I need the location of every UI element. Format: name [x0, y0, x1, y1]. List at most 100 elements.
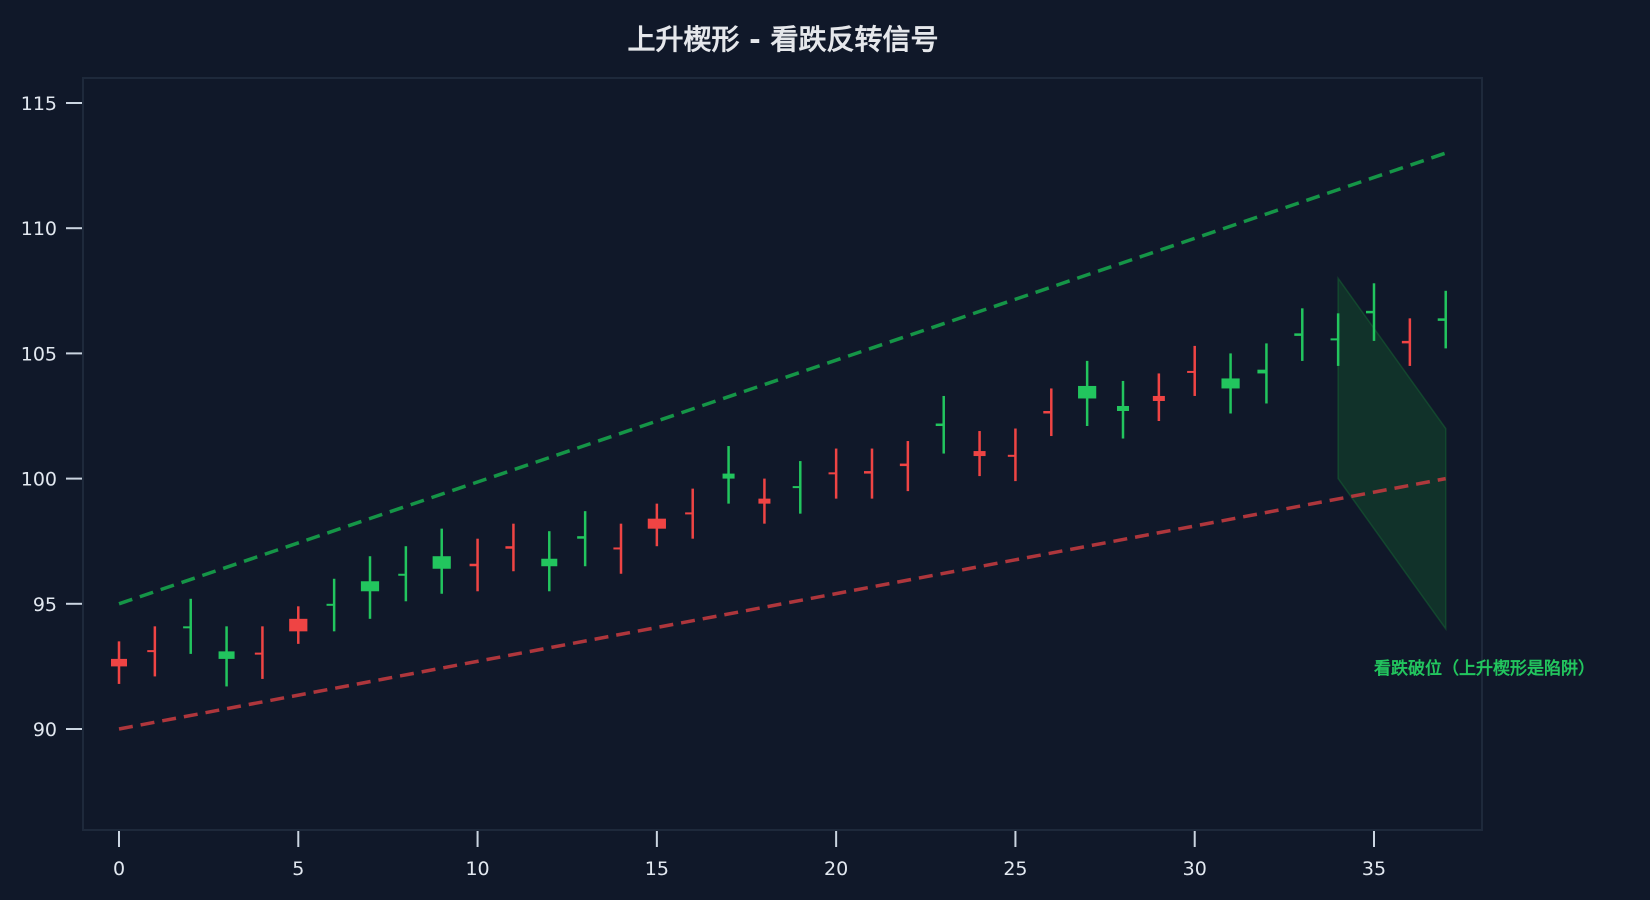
- candle: [1007, 428, 1017, 482]
- candle: [541, 531, 558, 592]
- candle-body: [289, 618, 308, 632]
- candle-body: [613, 547, 621, 550]
- upper-resistance-line: [118, 151, 1447, 606]
- candle-body: [1152, 395, 1165, 401]
- candle-body: [505, 546, 514, 549]
- candle-body: [1294, 333, 1303, 336]
- candle: [647, 503, 666, 547]
- candle-body: [183, 626, 191, 629]
- projection-zone: [1337, 275, 1447, 632]
- x-axis: 0 5 10 15 20 25 30 35: [113, 831, 1386, 880]
- candle-body: [1043, 410, 1052, 414]
- candle: [1330, 313, 1340, 366]
- y-tick-label: 115: [21, 93, 57, 115]
- candle-body: [722, 473, 735, 479]
- candle: [254, 626, 264, 679]
- chart-title: 上升楔形 - 看跌反转信号: [627, 23, 939, 56]
- candle-body: [1330, 338, 1338, 341]
- candles: [110, 283, 1447, 687]
- candle: [469, 538, 479, 592]
- candle-body: [647, 518, 666, 529]
- y-tick-label: 110: [21, 218, 57, 240]
- candle: [1257, 343, 1268, 404]
- x-tick-label: 0: [113, 858, 125, 880]
- breakdown-zone-polygon: [1337, 275, 1447, 632]
- candle: [505, 523, 515, 572]
- candle-body: [110, 658, 128, 667]
- candle: [1187, 345, 1196, 396]
- candle-body: [1401, 340, 1410, 344]
- x-tick-label: 5: [292, 858, 304, 880]
- candle: [1078, 360, 1097, 427]
- candle-body: [147, 650, 155, 653]
- candle: [1043, 388, 1053, 437]
- trendlines: [118, 151, 1447, 731]
- candle: [1294, 308, 1304, 361]
- candle-body: [792, 486, 800, 489]
- candle-body: [1221, 378, 1240, 389]
- candle-body: [1078, 385, 1097, 399]
- candle: [360, 556, 380, 619]
- candle: [758, 478, 771, 524]
- y-tick-label: 100: [21, 469, 57, 491]
- candle-body: [218, 651, 235, 659]
- x-tick-label: 35: [1362, 858, 1386, 880]
- candle-body: [935, 423, 944, 427]
- candle-body: [828, 472, 836, 475]
- candle-body: [685, 512, 693, 515]
- candle-body: [863, 471, 873, 474]
- candle: [147, 626, 157, 677]
- candle-body: [469, 563, 478, 567]
- lower-support-line: [118, 476, 1447, 731]
- breakdown-annotation: 看跌破位（上升楔形是陷阱）: [1373, 658, 1595, 679]
- candle-body: [432, 556, 451, 569]
- candle-body: [577, 536, 586, 539]
- candle: [685, 488, 694, 539]
- candle: [1437, 290, 1447, 349]
- candle: [218, 626, 235, 687]
- candle: [899, 441, 910, 492]
- candle: [863, 448, 874, 499]
- candle: [828, 448, 838, 499]
- x-tick-label: 30: [1183, 858, 1207, 880]
- annotations: 看跌破位（上升楔形是陷阱）: [1373, 658, 1595, 679]
- candle: [1365, 283, 1376, 341]
- candle-body: [326, 603, 334, 606]
- candle: [432, 528, 451, 594]
- candle-body: [973, 451, 986, 457]
- candle: [792, 461, 802, 514]
- candle-body: [758, 498, 771, 504]
- candle: [577, 511, 587, 567]
- candle-body: [254, 652, 263, 655]
- candle: [935, 395, 945, 454]
- x-tick-label: 25: [1003, 858, 1027, 880]
- candle-body: [1365, 310, 1375, 314]
- candle-body: [360, 581, 380, 592]
- x-tick-label: 10: [465, 858, 489, 880]
- y-tick-label: 95: [33, 594, 57, 616]
- x-tick-label: 15: [645, 858, 669, 880]
- candle: [1221, 353, 1240, 414]
- plot-frame: [82, 77, 1483, 831]
- y-tick-label: 105: [21, 343, 57, 365]
- candle-body: [1257, 369, 1268, 374]
- y-axis: 90 95 100 105 110 115: [21, 93, 82, 741]
- x-tick-label: 20: [824, 858, 848, 880]
- candle-body: [1187, 370, 1195, 373]
- candle: [1116, 380, 1130, 439]
- candle: [1152, 373, 1165, 422]
- candle: [613, 523, 623, 574]
- candle-body: [899, 463, 908, 467]
- candle: [326, 578, 336, 632]
- candle: [183, 598, 192, 654]
- candle-body: [398, 573, 406, 576]
- candle: [110, 641, 128, 684]
- candle: [973, 431, 986, 477]
- candle: [398, 546, 408, 602]
- candle: [722, 446, 735, 504]
- candle: [289, 606, 308, 644]
- y-tick-label: 90: [33, 719, 57, 741]
- candle-body: [1007, 454, 1016, 457]
